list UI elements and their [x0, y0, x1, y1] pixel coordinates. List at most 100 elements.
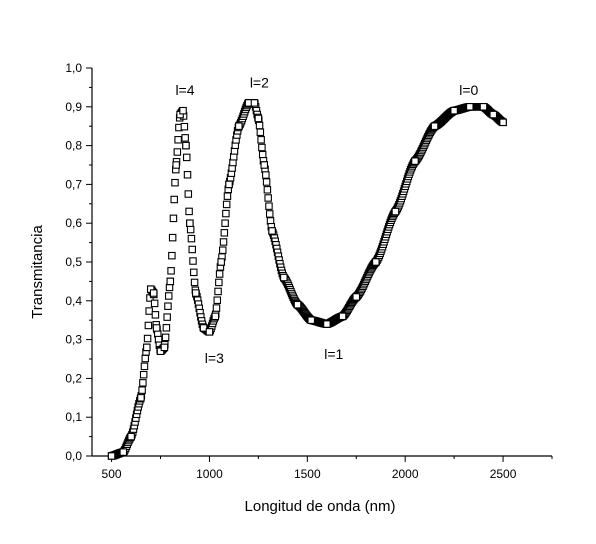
data-point [214, 287, 222, 296]
data-point [217, 258, 225, 266]
data-point [262, 171, 270, 179]
data-point [184, 190, 193, 198]
data-point [182, 153, 191, 162]
data-point [166, 277, 175, 286]
data-point [265, 202, 273, 210]
data-point [323, 320, 331, 328]
data-point [215, 278, 223, 287]
data-point [162, 324, 171, 332]
data-point [172, 161, 180, 169]
data-point [174, 136, 182, 144]
y-axis-title: Transmitancia [29, 225, 46, 319]
data-point [145, 307, 153, 315]
data-point [138, 386, 146, 394]
y-tick-label: 0,7 [65, 177, 82, 191]
data-point [165, 283, 174, 292]
data-point [235, 122, 243, 130]
data-point [171, 178, 179, 187]
data-point [222, 200, 231, 209]
data-point [139, 379, 147, 387]
data-point [180, 122, 189, 131]
axes-layer: 0,0 0,1 0,2 0,3 0,4 0,5 0,6 0,7 0,8 0,9 1,0 500 1000… [65, 61, 553, 481]
data-point [219, 238, 228, 246]
data-point [489, 110, 498, 119]
data-point [168, 251, 176, 260]
annotation-label: l=2 [250, 74, 269, 90]
data-point [137, 394, 145, 402]
data-point [255, 121, 264, 130]
data-point [189, 257, 197, 265]
data-point [499, 118, 507, 127]
data-point [262, 178, 271, 186]
data-point [139, 370, 148, 379]
x-axis-title: Longitud de onda (nm) [245, 498, 396, 515]
annotation-label: l=4 [175, 82, 194, 98]
data-point [220, 229, 229, 237]
data-point [212, 304, 221, 312]
x-tick-label: 1000 [196, 467, 223, 481]
data-point [151, 311, 160, 319]
data-layer [107, 99, 507, 460]
data-point [179, 106, 187, 115]
data-point [338, 312, 347, 321]
data-point [152, 324, 161, 332]
y-tick-label: 1,0 [65, 61, 82, 75]
data-point [219, 246, 227, 254]
data-point [143, 334, 152, 343]
data-point [181, 134, 189, 142]
data-point [450, 106, 458, 115]
y-tick-label: 0,6 [65, 216, 82, 230]
data-point [307, 316, 315, 324]
data-point [258, 143, 266, 152]
data-point [211, 312, 220, 321]
y-tick-label: 0,9 [65, 100, 82, 114]
data-point [107, 452, 116, 460]
data-point [256, 128, 265, 136]
y-tick-label: 0,4 [65, 294, 82, 308]
y-tick-label: 0,1 [65, 410, 82, 424]
data-point [186, 219, 194, 227]
data-point [140, 362, 149, 371]
x-tick-label: 2500 [490, 467, 517, 481]
data-point [160, 343, 169, 352]
data-point [199, 324, 208, 332]
data-point [372, 258, 380, 266]
data-point [163, 313, 171, 321]
data-point [161, 333, 170, 342]
data-point [167, 267, 175, 275]
y-tick-label: 0,3 [65, 333, 82, 347]
data-point [222, 209, 230, 218]
annotation-label: l=1 [324, 346, 343, 362]
data-point [173, 148, 182, 156]
data-point [127, 432, 135, 441]
x-tick-label: 2000 [392, 467, 419, 481]
data-point [170, 195, 178, 204]
data-point [187, 234, 196, 243]
data-point [205, 328, 214, 336]
data-point [479, 103, 488, 111]
y-tick-label: 0,2 [65, 371, 82, 385]
data-point [169, 214, 178, 223]
data-point [268, 227, 276, 235]
data-point [183, 171, 192, 179]
y-tick-label: 0,5 [65, 255, 82, 269]
data-point [190, 278, 199, 287]
y-tick-label: 0,0 [65, 449, 82, 463]
data-point [264, 194, 272, 202]
data-point [119, 448, 128, 456]
data-point [254, 114, 263, 123]
y-tick-label: 0,8 [65, 139, 82, 153]
annotation-label: l=3 [205, 350, 224, 366]
data-point [250, 99, 259, 107]
x-tick-label: 500 [102, 467, 122, 481]
annotation-label: l=0 [459, 82, 478, 98]
data-point [150, 299, 159, 308]
data-point [144, 321, 153, 330]
data-point [213, 296, 222, 304]
data-point [293, 300, 302, 309]
data-point [265, 210, 274, 218]
data-point [280, 273, 288, 282]
data-point [190, 268, 198, 277]
data-point [263, 186, 272, 194]
